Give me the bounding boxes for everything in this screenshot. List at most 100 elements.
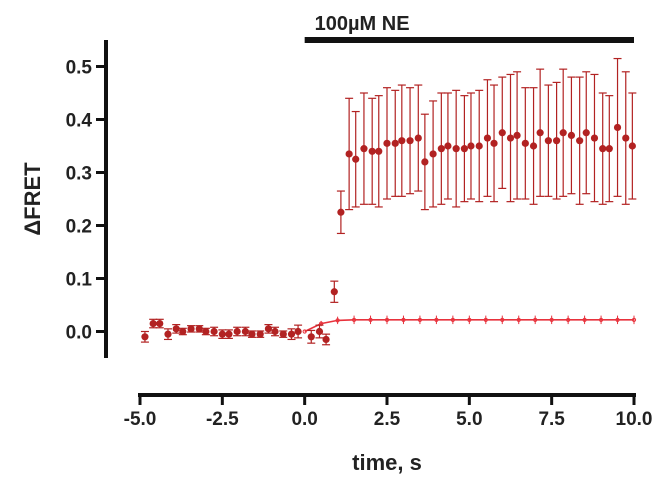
data-point	[513, 131, 521, 139]
data-point	[141, 333, 149, 341]
data-point	[398, 137, 406, 145]
fit-point	[500, 317, 505, 322]
x-tick-label: 0.0	[291, 409, 317, 430]
data-point	[613, 123, 622, 132]
data-point	[256, 330, 264, 338]
data-point	[599, 145, 607, 153]
data-point	[553, 137, 561, 145]
data-point	[360, 145, 368, 153]
data-point	[444, 142, 452, 150]
data-point	[421, 158, 429, 166]
data-point	[345, 150, 353, 158]
data-point	[414, 134, 422, 142]
data-point	[307, 333, 315, 341]
data-point	[156, 319, 164, 328]
fit-point	[615, 317, 620, 322]
data-point	[352, 155, 360, 163]
y-tick-label: 0.4	[66, 111, 93, 132]
fit-point	[401, 317, 406, 322]
fit-point	[582, 317, 587, 322]
data-point	[330, 288, 338, 296]
data-point	[287, 330, 296, 338]
data-point	[233, 327, 241, 336]
data-point	[149, 319, 157, 328]
data-point	[490, 139, 498, 147]
y-tick-label: 0.3	[66, 164, 92, 185]
data-point	[195, 325, 203, 333]
y-axis-title: ΔFRET	[20, 162, 45, 236]
fit-point	[450, 317, 455, 322]
ne-application-label: 100µM NE	[315, 13, 410, 35]
x-tick-label: -5.0	[124, 409, 157, 430]
data-point	[536, 129, 544, 137]
data-point	[164, 330, 172, 338]
x-tick-label: 5.0	[456, 409, 482, 430]
fit-point	[549, 317, 554, 322]
data-point	[172, 325, 180, 333]
data-point	[368, 147, 376, 155]
fit-layer	[302, 315, 637, 334]
data-point	[483, 134, 492, 142]
data-point	[294, 327, 302, 336]
data-point	[467, 142, 475, 150]
data-point	[391, 139, 399, 147]
data-point	[210, 327, 218, 336]
x-axis: -5.0 -2.5 0.0 2.5 5.0 7.5 10.0	[124, 393, 653, 430]
data-point	[622, 134, 630, 142]
data-point	[202, 327, 210, 336]
data-point	[315, 327, 324, 336]
x-tick-label: 2.5	[374, 409, 401, 430]
y-tick-label: 0.1	[66, 270, 93, 291]
data-point	[437, 145, 445, 153]
data-point	[279, 330, 287, 338]
data-point	[582, 129, 590, 137]
data-point	[271, 327, 279, 336]
data-point	[605, 145, 613, 153]
y-tick-label: 0.2	[66, 217, 92, 238]
fit-point	[467, 317, 472, 322]
fit-point	[631, 317, 637, 322]
data-point	[241, 327, 249, 336]
annotation-group: 100µM NE	[304, 13, 634, 43]
x-tick-label: 7.5	[538, 409, 565, 430]
data-point	[529, 142, 538, 150]
fit-point	[598, 317, 604, 322]
fit-point	[384, 317, 390, 322]
x-tick-label: 10.0	[616, 409, 653, 430]
fit-point	[302, 329, 307, 334]
fit-point	[434, 317, 439, 322]
data-point	[452, 145, 460, 153]
data-point	[406, 137, 414, 145]
data-point	[544, 137, 552, 145]
data-point	[498, 129, 506, 137]
data-point	[628, 142, 636, 150]
y-axis: 0.0 0.1 0.2 0.3 0.4 0.5	[66, 40, 108, 358]
data-point	[460, 145, 468, 153]
data-point	[576, 137, 584, 145]
data-point	[475, 142, 483, 150]
data-point	[383, 139, 391, 147]
data-point	[218, 330, 226, 338]
fit-point	[516, 317, 521, 322]
fit-point	[417, 317, 423, 322]
x-axis-title: time, s	[352, 450, 422, 475]
fit-point	[483, 317, 488, 322]
data-point	[179, 327, 187, 336]
data-point	[590, 134, 599, 142]
data-point	[187, 325, 195, 333]
y-tick-label: 0.0	[66, 323, 92, 344]
fit-point	[351, 317, 357, 322]
data-point	[521, 139, 529, 147]
data-point	[337, 208, 345, 216]
fit-point	[533, 317, 538, 322]
fit-point	[335, 318, 340, 323]
data-point	[567, 131, 576, 139]
data-point	[248, 330, 256, 338]
fit-point	[566, 317, 571, 322]
data-point	[225, 330, 233, 338]
data-point	[322, 335, 330, 344]
fit-point	[368, 317, 373, 322]
data-layer	[140, 57, 637, 346]
